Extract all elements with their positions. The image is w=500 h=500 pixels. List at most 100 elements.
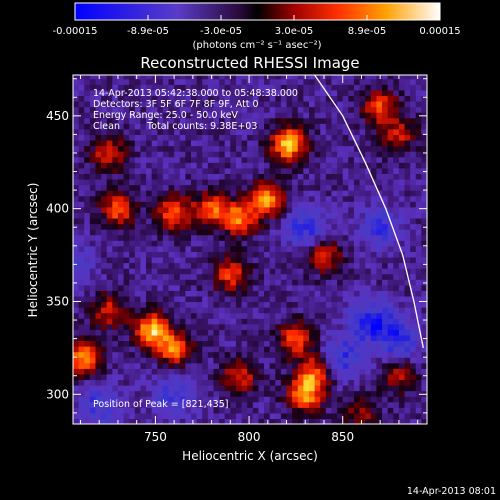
heatmap-cell bbox=[387, 351, 394, 358]
heatmap-cell bbox=[258, 145, 265, 152]
heatmap-cell bbox=[331, 167, 338, 174]
heatmap-cell bbox=[370, 318, 378, 325]
heatmap-cell bbox=[410, 251, 417, 258]
heatmap-cell bbox=[269, 295, 276, 303]
heatmap-cell bbox=[359, 75, 366, 80]
heatmap-cell bbox=[73, 329, 80, 336]
heatmap-cell bbox=[286, 134, 293, 141]
heatmap-cell bbox=[382, 184, 389, 191]
heatmap-cell bbox=[252, 362, 260, 369]
heatmap-cell bbox=[258, 340, 265, 347]
heatmap-cell bbox=[280, 346, 288, 353]
heatmap-cell bbox=[185, 162, 192, 169]
heatmap-cell bbox=[112, 128, 119, 136]
heatmap-cell bbox=[269, 78, 276, 85]
heatmap-cell bbox=[174, 156, 181, 163]
heatmap-cell bbox=[331, 379, 338, 386]
heatmap-cell bbox=[264, 368, 271, 375]
heatmap-cell bbox=[337, 412, 344, 420]
heatmap-cell bbox=[140, 307, 147, 314]
heatmap-cell bbox=[359, 184, 366, 191]
heatmap-cell bbox=[78, 251, 85, 258]
heatmap-cell bbox=[140, 75, 147, 80]
heatmap-cell bbox=[219, 117, 226, 124]
heatmap-cell bbox=[191, 351, 198, 358]
heatmap-cell bbox=[129, 156, 136, 163]
heatmap-cell bbox=[353, 268, 361, 275]
heatmap-cell bbox=[292, 151, 299, 158]
heatmap-cell bbox=[353, 418, 361, 424]
heatmap-cell bbox=[325, 412, 333, 420]
heatmap-cell bbox=[398, 329, 406, 336]
heatmap-cell bbox=[365, 351, 372, 358]
heatmap-cell bbox=[269, 385, 276, 392]
heatmap-cell bbox=[320, 229, 327, 236]
heatmap-cell bbox=[320, 334, 327, 342]
heatmap-cell bbox=[191, 240, 198, 247]
heatmap-cell bbox=[365, 151, 372, 158]
heatmap-cell bbox=[196, 184, 203, 191]
heatmap-cell bbox=[151, 117, 158, 124]
heatmap-cell bbox=[117, 262, 125, 269]
heatmap-cell bbox=[387, 201, 394, 208]
heatmap-cell bbox=[134, 290, 142, 297]
heatmap-cell bbox=[382, 251, 389, 258]
heatmap-cell bbox=[213, 368, 220, 375]
heatmap-cell bbox=[393, 368, 400, 375]
heatmap-cell bbox=[264, 123, 271, 130]
heatmap-cell bbox=[146, 178, 153, 186]
heatmap-cell bbox=[117, 357, 125, 364]
heatmap-cell bbox=[275, 167, 282, 174]
heatmap-cell bbox=[309, 368, 316, 375]
heatmap-cell bbox=[325, 206, 333, 213]
heatmap-cell bbox=[73, 234, 80, 241]
heatmap-cell bbox=[112, 251, 119, 258]
heatmap-cell bbox=[84, 268, 91, 275]
heatmap-cell bbox=[264, 362, 271, 369]
heatmap-cell bbox=[303, 262, 310, 269]
heatmap-cell bbox=[398, 334, 406, 342]
heatmap-cell bbox=[309, 95, 316, 102]
heatmap-cell bbox=[185, 112, 192, 119]
heatmap-cell bbox=[303, 134, 310, 141]
heatmap-cell bbox=[348, 167, 355, 174]
heatmap-cell bbox=[382, 201, 389, 208]
heatmap-cell bbox=[353, 245, 361, 252]
heatmap-cell bbox=[174, 256, 181, 264]
heatmap-cell bbox=[202, 229, 209, 236]
heatmap-cell bbox=[106, 75, 113, 80]
heatmap-cell bbox=[207, 268, 215, 275]
heatmap-cell bbox=[207, 95, 215, 102]
heatmap-cell bbox=[382, 100, 389, 108]
heatmap-cell bbox=[162, 134, 170, 141]
heatmap-cell bbox=[146, 145, 153, 152]
heatmap-cell bbox=[168, 206, 175, 213]
heatmap-cell bbox=[252, 106, 260, 113]
heatmap-cell bbox=[342, 178, 349, 186]
heatmap-cell bbox=[224, 162, 231, 169]
heatmap-cell bbox=[191, 390, 198, 397]
heatmap-cell bbox=[398, 373, 406, 381]
heatmap-cell bbox=[89, 139, 97, 147]
heatmap-cell bbox=[275, 273, 282, 280]
heatmap-cell bbox=[89, 318, 97, 325]
heatmap-cell bbox=[292, 173, 299, 180]
heatmap-cell bbox=[73, 123, 80, 130]
heatmap-cell bbox=[230, 100, 237, 108]
heatmap-cell bbox=[415, 412, 422, 420]
heatmap-cell bbox=[89, 323, 97, 330]
plot-frame bbox=[72, 74, 428, 425]
heatmap-cell bbox=[230, 295, 237, 303]
heatmap-cell bbox=[370, 262, 378, 269]
heatmap-cell bbox=[303, 184, 310, 191]
heatmap-cell bbox=[129, 346, 136, 353]
heatmap-cell bbox=[275, 162, 282, 169]
heatmap-cell bbox=[303, 75, 310, 80]
heatmap-cell bbox=[365, 318, 372, 325]
heatmap-cell bbox=[252, 100, 260, 108]
heatmap-cell bbox=[241, 123, 248, 130]
heatmap-cell bbox=[370, 117, 378, 124]
heatmap-cell bbox=[359, 334, 366, 342]
heatmap-cell bbox=[213, 401, 220, 408]
heatmap-cell bbox=[421, 128, 427, 136]
